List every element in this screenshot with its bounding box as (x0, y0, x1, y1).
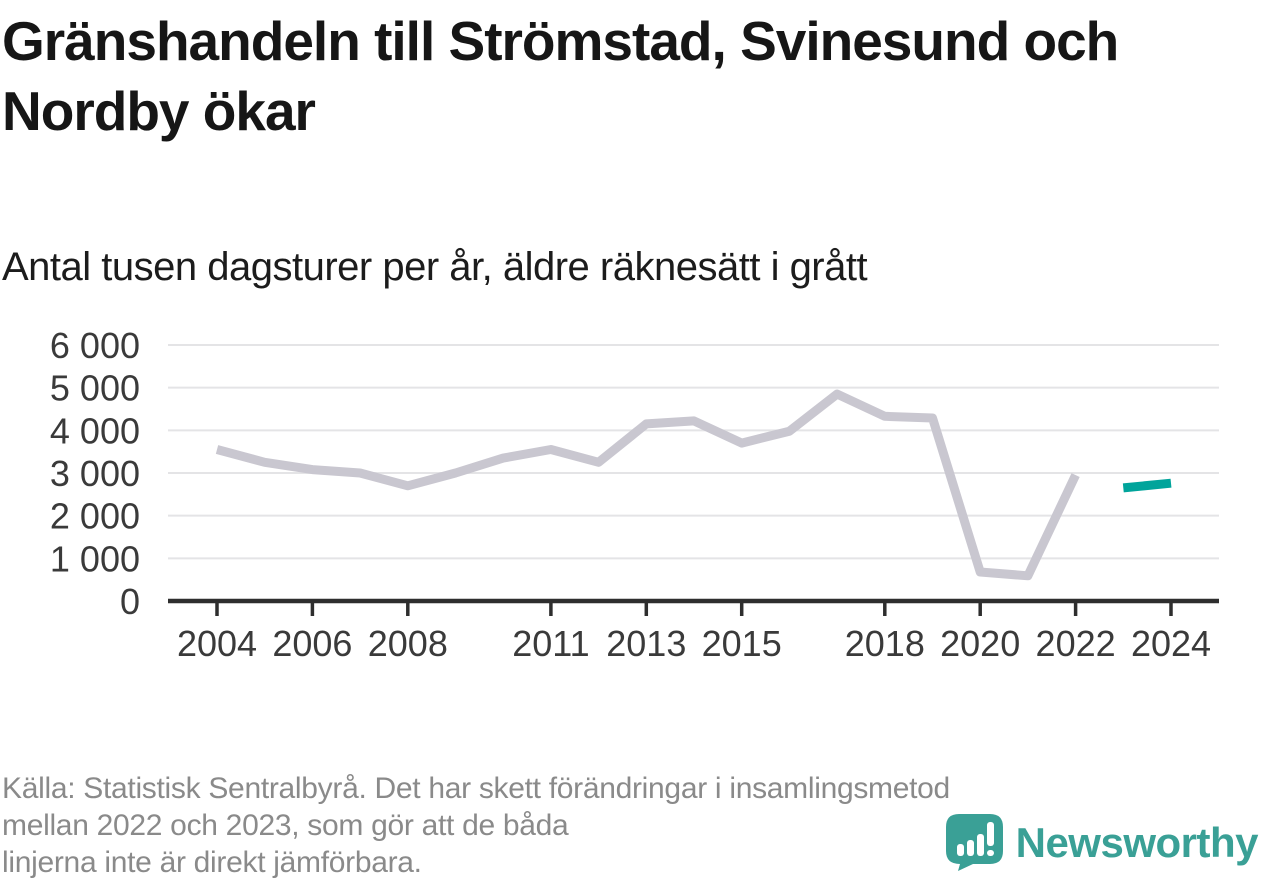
series-line-new-method (1122, 478, 1172, 493)
page-title: Gränshandeln till Strömstad, Svinesund o… (2, 10, 1119, 142)
source-note-line: linjerna inte är direkt jämförbara. (2, 846, 422, 879)
x-axis-tick-label: 2018 (845, 623, 925, 664)
x-axis-tick-label: 2004 (177, 623, 257, 664)
x-axis-tick-label: 2006 (272, 623, 352, 664)
y-axis-tick-label: 1 000 (50, 538, 140, 579)
x-axis-tick-label: 2022 (1036, 623, 1116, 664)
series-line-old-method (215, 389, 1080, 581)
y-axis-tick-label: 3 000 (50, 453, 140, 494)
newsworthy-logo: Newsworthy (945, 814, 1259, 871)
x-axis-tick-label: 2024 (1131, 623, 1211, 664)
y-axis-tick-label: 6 000 (50, 325, 140, 366)
newsworthy-chart-bubble-icon (945, 814, 1003, 871)
x-axis-tick-label: 2020 (940, 623, 1020, 664)
source-note-line: mellan 2022 och 2023, som gör att de båd… (2, 809, 569, 842)
source-note-line: Källa: Statistisk Sentralbyrå. Det har s… (2, 772, 950, 805)
brand-name: Newsworthy (1015, 818, 1259, 866)
y-axis-tick-label: 2 000 (50, 496, 140, 537)
x-axis-tick-label: 2008 (368, 623, 448, 664)
chart-subtitle: Antal tusen dagsturer per år, äldre räkn… (2, 245, 868, 289)
y-axis-tick-label: 4 000 (50, 410, 140, 451)
x-axis-tick-label: 2013 (606, 623, 686, 664)
x-axis-tick-label: 2015 (702, 623, 782, 664)
y-axis-tick-label: 5 000 (50, 368, 140, 409)
source-note: Källa: Statistisk Sentralbyrå. Det har s… (2, 770, 1262, 879)
y-axis-tick-label: 0 (120, 581, 140, 622)
x-axis-tick-label: 2011 (512, 623, 589, 664)
